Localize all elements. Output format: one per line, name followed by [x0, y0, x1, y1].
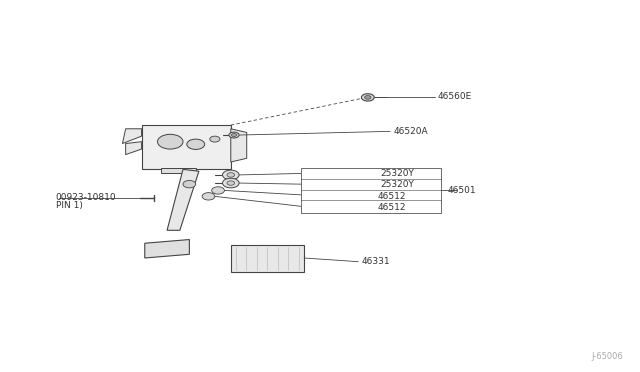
- Circle shape: [365, 96, 371, 99]
- Circle shape: [187, 139, 205, 150]
- Bar: [301, 168, 441, 212]
- Bar: [141, 125, 231, 169]
- Text: 00923-10810: 00923-10810: [56, 193, 116, 202]
- Text: J-65006: J-65006: [591, 352, 623, 361]
- Bar: [161, 167, 196, 173]
- Circle shape: [157, 134, 183, 149]
- Circle shape: [202, 193, 215, 200]
- Text: 25320Y: 25320Y: [381, 169, 415, 177]
- Text: 46331: 46331: [362, 257, 390, 266]
- Circle shape: [232, 134, 237, 137]
- Polygon shape: [167, 169, 199, 230]
- Polygon shape: [125, 142, 141, 155]
- Text: 25320Y: 25320Y: [381, 180, 415, 189]
- Text: 46560E: 46560E: [438, 92, 472, 101]
- Circle shape: [183, 180, 196, 188]
- Text: 46512: 46512: [378, 192, 406, 201]
- Polygon shape: [231, 129, 246, 162]
- Circle shape: [212, 187, 225, 194]
- Text: 46512: 46512: [378, 203, 406, 212]
- Text: PIN 1): PIN 1): [56, 201, 83, 210]
- Circle shape: [227, 173, 235, 177]
- Bar: [231, 245, 304, 272]
- Polygon shape: [122, 129, 141, 144]
- Circle shape: [223, 170, 239, 180]
- Circle shape: [210, 136, 220, 142]
- Circle shape: [229, 132, 239, 138]
- Circle shape: [223, 178, 239, 188]
- Polygon shape: [145, 240, 189, 258]
- Circle shape: [227, 181, 235, 185]
- Text: 46501: 46501: [447, 186, 476, 195]
- Circle shape: [362, 94, 374, 101]
- Text: 46520A: 46520A: [394, 127, 428, 136]
